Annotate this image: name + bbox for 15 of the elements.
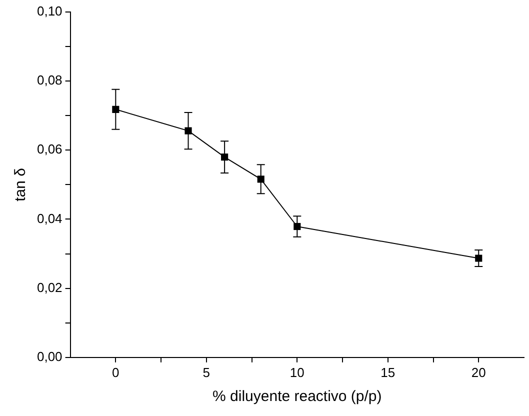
y-tick-label: 0,04: [36, 210, 62, 226]
y-tick-label: 0,06: [36, 142, 62, 157]
x-tick-label: 10: [290, 364, 304, 380]
y-tick-label: 0,00: [36, 348, 62, 364]
y-tick-label: 0,08: [36, 72, 62, 88]
x-tick-label: 20: [471, 364, 486, 380]
y-axis-title: tan δ: [12, 168, 30, 202]
x-tick-label: 0: [112, 364, 120, 380]
y-tick-label: 0,02: [36, 280, 62, 295]
x-tick-label: 15: [380, 364, 396, 380]
point: [184, 127, 192, 134]
point: [475, 254, 482, 262]
y-tick-label: 0,10: [36, 4, 62, 19]
x-axis-title: % diluyente reactivo (p/p): [212, 388, 382, 406]
x-tick-label: 5: [202, 364, 210, 380]
